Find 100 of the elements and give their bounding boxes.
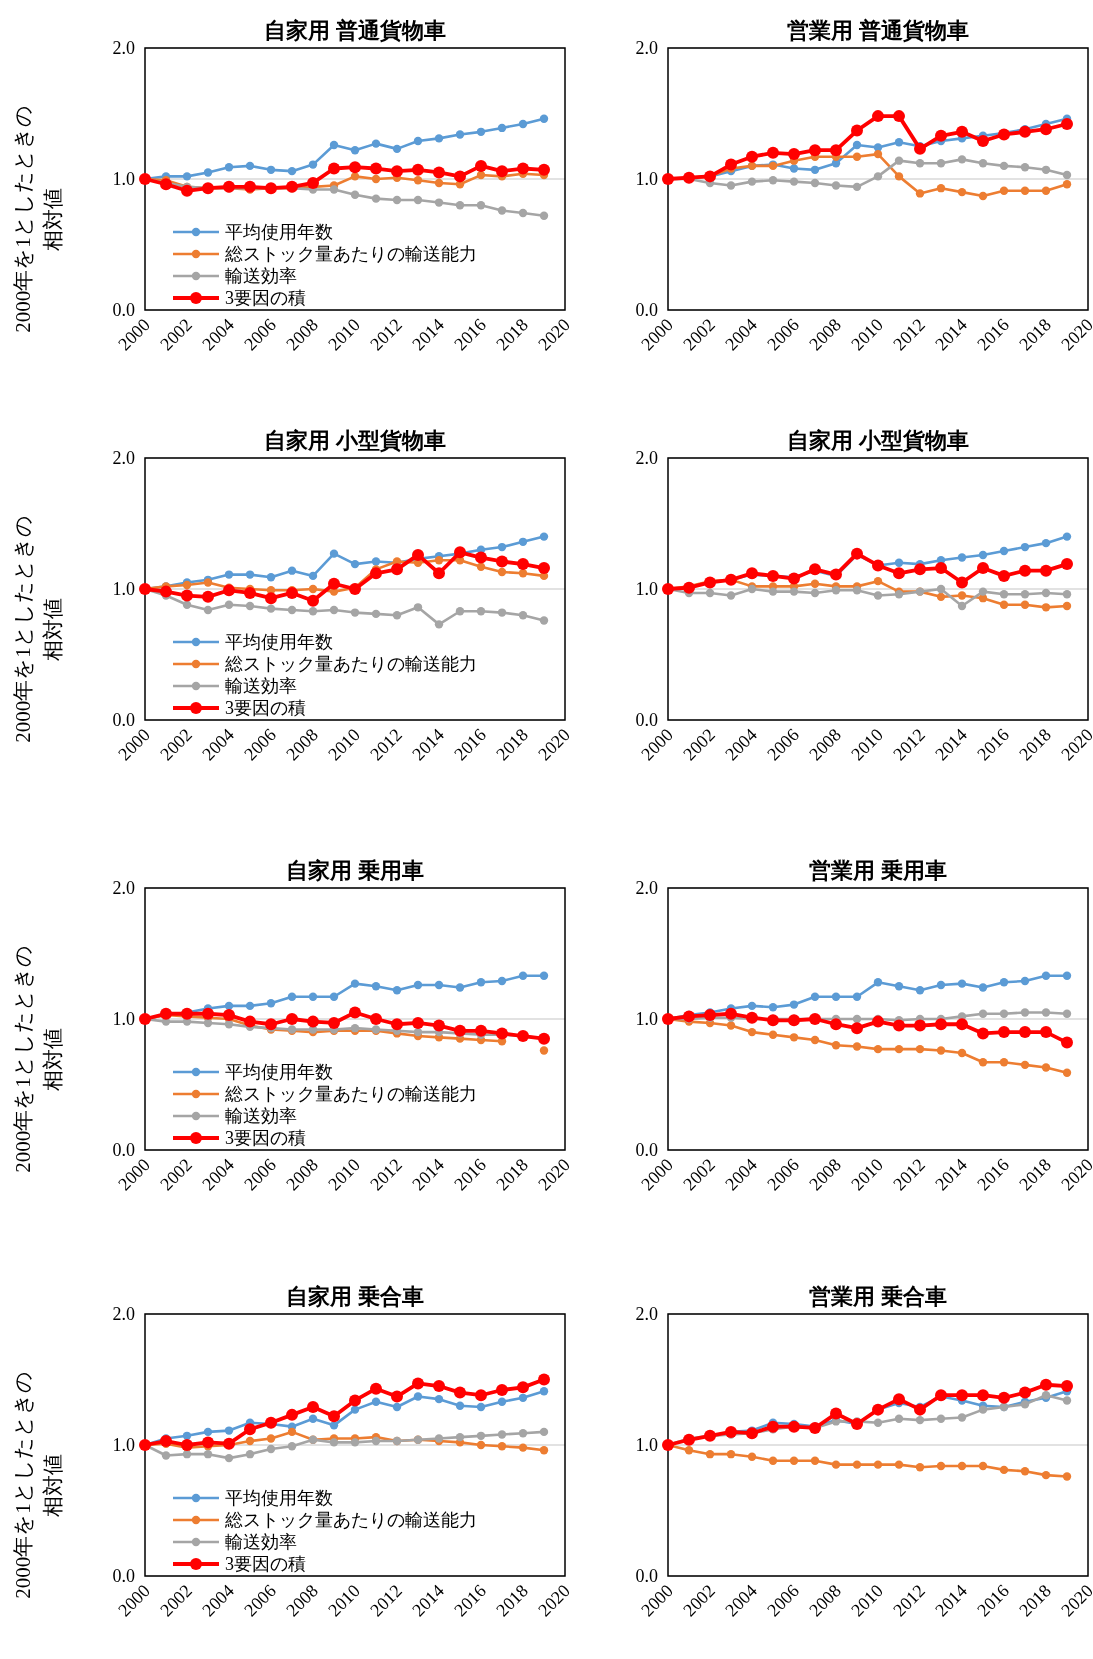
point [726,1021,736,1030]
legend-label: 総ストック量あたりの輸送能力 [224,654,477,674]
point [872,1015,884,1028]
point [349,1006,361,1019]
chart-title: 自家用 乗用車 [286,858,424,883]
y-axis-title: 2000年を1としたときの相対値 [11,515,65,743]
legend-label: 総ストック量あたりの輸送能力 [224,1510,477,1530]
point [893,567,905,580]
y-tick-label: 2.0 [112,1304,135,1324]
point [810,1456,820,1465]
point [496,1383,508,1396]
point [413,176,423,185]
point [1020,976,1030,986]
chart-title: 営業用 乗用車 [809,858,947,883]
point [831,1041,841,1050]
point [831,181,841,190]
point [1062,601,1072,611]
point [539,971,549,980]
point [1019,125,1031,138]
point [957,155,967,164]
point [308,584,318,594]
point [977,562,989,575]
point [957,187,967,197]
point [725,1007,737,1020]
point [978,191,988,201]
y-axis-title: 2000年を1としたときの相対値 [11,1371,65,1599]
point [371,194,381,203]
point [203,605,213,615]
point [539,532,549,541]
point [539,211,549,220]
point [894,1460,904,1469]
point [852,152,862,161]
y-tick-label: 1.0 [112,1435,135,1455]
point [873,1418,883,1427]
point [286,1408,298,1421]
point [852,992,862,1001]
point [894,1044,904,1054]
point [518,1429,528,1438]
point [746,150,758,163]
point [371,139,381,148]
point [434,555,444,565]
point [956,576,968,589]
point [392,1402,402,1412]
point [831,1460,841,1469]
point [497,608,507,617]
point [1061,1380,1073,1393]
y-tick-label: 1.0 [112,1009,135,1029]
point [497,1442,507,1451]
point [266,573,276,582]
point [893,110,905,123]
point [475,159,487,172]
point [935,562,947,575]
point [328,162,340,175]
point [266,165,276,175]
point [957,1413,967,1422]
y-tick-label: 1.0 [635,1435,658,1455]
point [1062,971,1072,980]
point [224,163,234,172]
legend-label: 平均使用年数 [225,222,333,242]
point [873,172,883,181]
point [329,1438,339,1447]
point [810,178,820,188]
point [873,1044,883,1054]
point [434,1394,444,1404]
point [936,1046,946,1055]
y-tick-label: 0.0 [112,300,135,320]
point [413,136,423,146]
legend-label: 輸送効率 [225,1532,297,1552]
point [266,604,276,613]
point [287,992,297,1001]
point [454,1024,466,1037]
point [329,185,339,194]
point [412,163,424,176]
point [977,1389,989,1402]
point [454,1386,466,1399]
point [538,1373,550,1386]
point [1020,1467,1030,1476]
y-tick-label: 0.0 [635,300,658,320]
point [392,611,402,620]
point [412,1377,424,1390]
point [873,978,883,987]
point [308,160,318,169]
point [747,1452,757,1461]
point [328,1410,340,1423]
point [433,1019,445,1032]
y-axis-title: 2000年を1としたときの相対値 [11,945,65,1173]
point [999,600,1009,609]
y-tick-label: 0.0 [635,1140,658,1160]
point [287,166,297,176]
point [1062,590,1072,599]
point [518,208,528,218]
point [747,1001,757,1011]
point [915,1044,925,1054]
point [893,1393,905,1406]
point [726,1449,736,1459]
point [329,992,339,1001]
point [1040,123,1052,136]
point [329,1421,339,1430]
point [455,983,465,992]
point [788,148,800,161]
